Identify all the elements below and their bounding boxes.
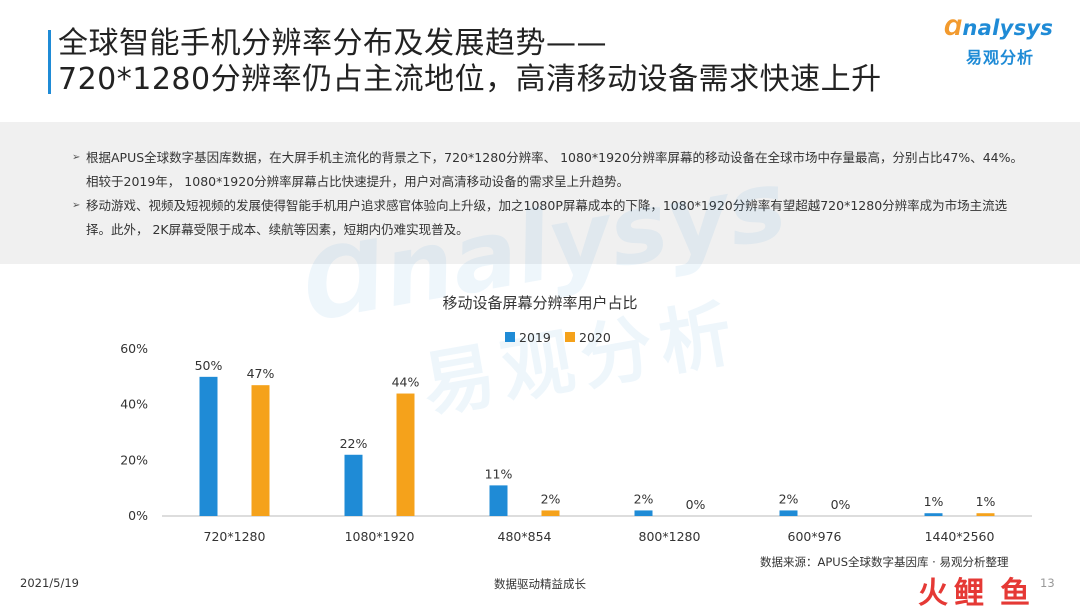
data-label: 2% <box>634 491 654 506</box>
bar-2020 <box>541 510 560 516</box>
bullet-text: 移动游戏、视频及短视频的发展使得智能手机用户追求感官体验向上升级，加之1080P… <box>86 198 1008 237</box>
data-label: 0% <box>831 497 851 512</box>
x-tick-label: 720*1280 <box>204 529 266 544</box>
x-tick-label: 1440*2560 <box>925 529 995 544</box>
page-title: 全球智能手机分辨率分布及发展趋势—— 720*1280分辨率仍占主流地位，高清移… <box>58 26 882 98</box>
x-tick-label: 600*976 <box>788 529 842 544</box>
y-tick-label: 0% <box>128 508 148 523</box>
bar-2019 <box>779 510 798 516</box>
data-label: 2% <box>779 491 799 506</box>
bar-2019 <box>344 454 363 516</box>
data-label: 47% <box>247 366 275 381</box>
y-tick-label: 60% <box>120 341 148 356</box>
page-title-line2: 720*1280分辨率仍占主流地位，高清移动设备需求快速上升 <box>58 62 882 97</box>
summary-box <box>0 122 1080 264</box>
bar-2020 <box>396 393 415 516</box>
data-label: 1% <box>924 494 944 509</box>
title-accent-bar <box>48 30 51 94</box>
data-source: 数据来源：APUS全球数字基因库 · 易观分析整理 <box>760 555 1009 569</box>
x-tick-label: 1080*1920 <box>345 529 415 544</box>
bullet-item: ➢ 移动游戏、视频及短视频的发展使得智能手机用户追求感官体验向上升级，加之108… <box>72 194 1032 242</box>
data-label: 22% <box>340 436 368 451</box>
bar-2020 <box>251 385 270 516</box>
data-label: 11% <box>485 466 513 481</box>
legend-label: 2019 <box>519 330 551 345</box>
bullet-arrow-icon: ➢ <box>72 200 81 211</box>
footer-date: 2021/5/19 <box>20 576 79 590</box>
logo-english: Ɑnalysys <box>944 16 1054 40</box>
data-label: 2% <box>541 491 561 506</box>
corner-watermark-logo: 火 鲤 鱼 <box>918 576 1030 611</box>
legend-label: 2020 <box>579 330 611 345</box>
x-tick-label: 480*854 <box>498 529 552 544</box>
y-tick-label: 40% <box>120 397 148 412</box>
bar-2019 <box>489 485 508 516</box>
page-number: 13 <box>1040 576 1055 590</box>
data-label: 44% <box>392 375 420 390</box>
page-title-line1: 全球智能手机分辨率分布及发展趋势—— <box>58 26 607 61</box>
legend-swatch-2020 <box>565 332 575 342</box>
logo-chinese: 易观分析 <box>966 48 1035 67</box>
analysys-logo: Ɑnalysys 易观分析 <box>944 16 1064 72</box>
bullet-arrow-icon: ➢ <box>72 152 81 163</box>
bar-2020 <box>976 513 995 516</box>
bar-2019 <box>634 510 653 516</box>
bar-2019 <box>199 376 218 516</box>
y-tick-label: 20% <box>120 452 148 467</box>
data-label: 1% <box>976 494 996 509</box>
bullet-item: ➢ 根据APUS全球数字基因库数据，在大屏手机主流化的背景之下，720*1280… <box>72 146 1032 194</box>
footer-slogan: 数据驱动精益成长 <box>494 577 586 591</box>
bar-2019 <box>924 513 943 516</box>
bar-chart: 0% 20% 40% 60% 50% 47% 720*1280 22% 44% 1080*1920… <box>120 330 1032 544</box>
legend-swatch-2019 <box>505 332 515 342</box>
data-label: 0% <box>686 497 706 512</box>
chart-title: 移动设备屏幕分辨率用户占比 <box>442 294 638 312</box>
data-label: 50% <box>195 358 223 373</box>
bullet-text: 根据APUS全球数字基因库数据，在大屏手机主流化的背景之下，720*1280分辨… <box>86 150 1024 189</box>
x-tick-label: 800*1280 <box>639 529 701 544</box>
